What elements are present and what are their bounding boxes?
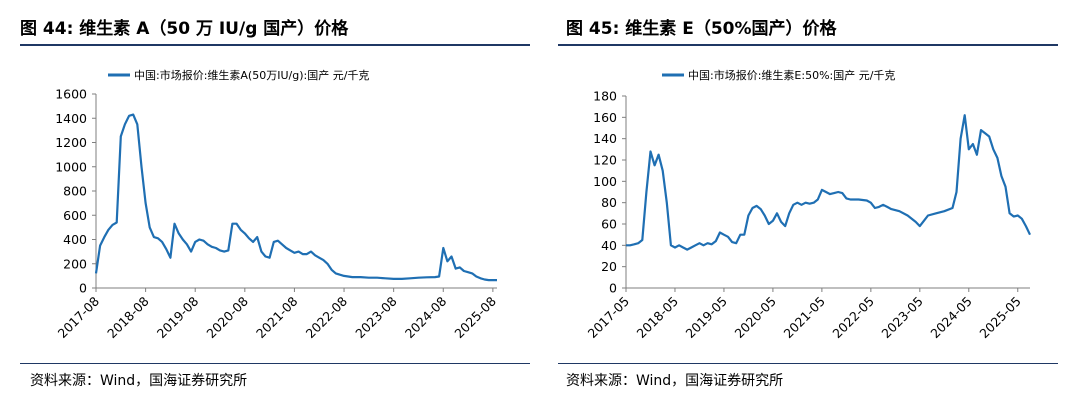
x-tick-label: 2020-08 bbox=[203, 293, 251, 341]
y-tick-label: 1600 bbox=[55, 87, 87, 102]
source-rule bbox=[20, 363, 530, 364]
source-note: 资料来源：Wind，国海证券研究所 bbox=[566, 373, 784, 389]
y-tick-label: 160 bbox=[593, 110, 617, 125]
y-tick-label: 20 bbox=[601, 259, 617, 274]
y-tick-label: 0 bbox=[79, 281, 87, 296]
x-tick-label: 2024-05 bbox=[927, 294, 975, 342]
y-tick-label: 1000 bbox=[55, 159, 87, 174]
x-tick-label: 2018-08 bbox=[104, 293, 152, 341]
series-line bbox=[94, 113, 497, 282]
chart-title: 图 44: 维生素 A（50 万 IU/g 国产）价格 bbox=[20, 19, 349, 39]
x-tick-label: 2021-05 bbox=[780, 294, 828, 342]
y-tick-label: 1400 bbox=[55, 111, 87, 126]
chart-panel-vitamin-e: 图 45: 维生素 E（50%国产）价格 180 160 140 120 100 80 60… bbox=[540, 0, 1080, 402]
x-tick-label: 2019-05 bbox=[683, 294, 731, 342]
title-rule bbox=[558, 44, 1058, 46]
x-tick-label: 2025-08 bbox=[451, 293, 499, 341]
x-tick-label: 2020-05 bbox=[731, 294, 779, 342]
legend-label: 中国:市场报价:维生素E:50%:国产 元/千克 bbox=[688, 68, 895, 82]
title-rule bbox=[20, 44, 530, 46]
y-tick-label: 400 bbox=[63, 232, 87, 247]
chart-panel-vitamin-a: 图 44: 维生素 A（50 万 IU/g 国产）价格 1600 1400 1200… bbox=[20, 19, 530, 389]
x-tick-label: 2023-08 bbox=[352, 293, 400, 341]
y-tick-label: 40 bbox=[601, 238, 617, 253]
y-tick-label: 800 bbox=[63, 184, 87, 199]
y-tick-label: 140 bbox=[593, 131, 617, 146]
legend-label: 中国:市场报价:维生素A(50万IU/g):国产 元/千克 bbox=[134, 68, 369, 82]
x-tick-label: 2021-08 bbox=[253, 293, 301, 341]
x-tick-label: 2024-08 bbox=[402, 293, 450, 341]
x-tick-label: 2025-05 bbox=[976, 294, 1024, 342]
x-tick-label: 2022-05 bbox=[829, 294, 877, 342]
chart-title: 图 45: 维生素 E（50%国产）价格 bbox=[566, 19, 837, 39]
x-tick-label: 2018-05 bbox=[634, 294, 682, 342]
source-rule bbox=[558, 363, 1058, 364]
y-tick-label: 1200 bbox=[55, 135, 87, 150]
y-tick-label: 120 bbox=[593, 153, 617, 168]
x-tick-label: 2023-05 bbox=[878, 294, 926, 342]
y-tick-label: 0 bbox=[609, 281, 617, 296]
x-tick-label: 2017-05 bbox=[585, 294, 633, 342]
y-tick-label: 200 bbox=[63, 256, 87, 271]
y-tick-label: 100 bbox=[593, 174, 617, 189]
x-tick-label: 2022-08 bbox=[303, 293, 351, 341]
y-tick-label: 600 bbox=[63, 208, 87, 223]
x-tick-label: 2019-08 bbox=[154, 293, 202, 341]
y-tick-label: 60 bbox=[601, 217, 617, 232]
series-line bbox=[626, 114, 1031, 251]
y-tick-label: 180 bbox=[593, 89, 617, 104]
x-tick-label: 2017-08 bbox=[55, 293, 103, 341]
source-note: 资料来源：Wind，国海证券研究所 bbox=[30, 373, 248, 389]
y-tick-label: 80 bbox=[601, 195, 617, 210]
